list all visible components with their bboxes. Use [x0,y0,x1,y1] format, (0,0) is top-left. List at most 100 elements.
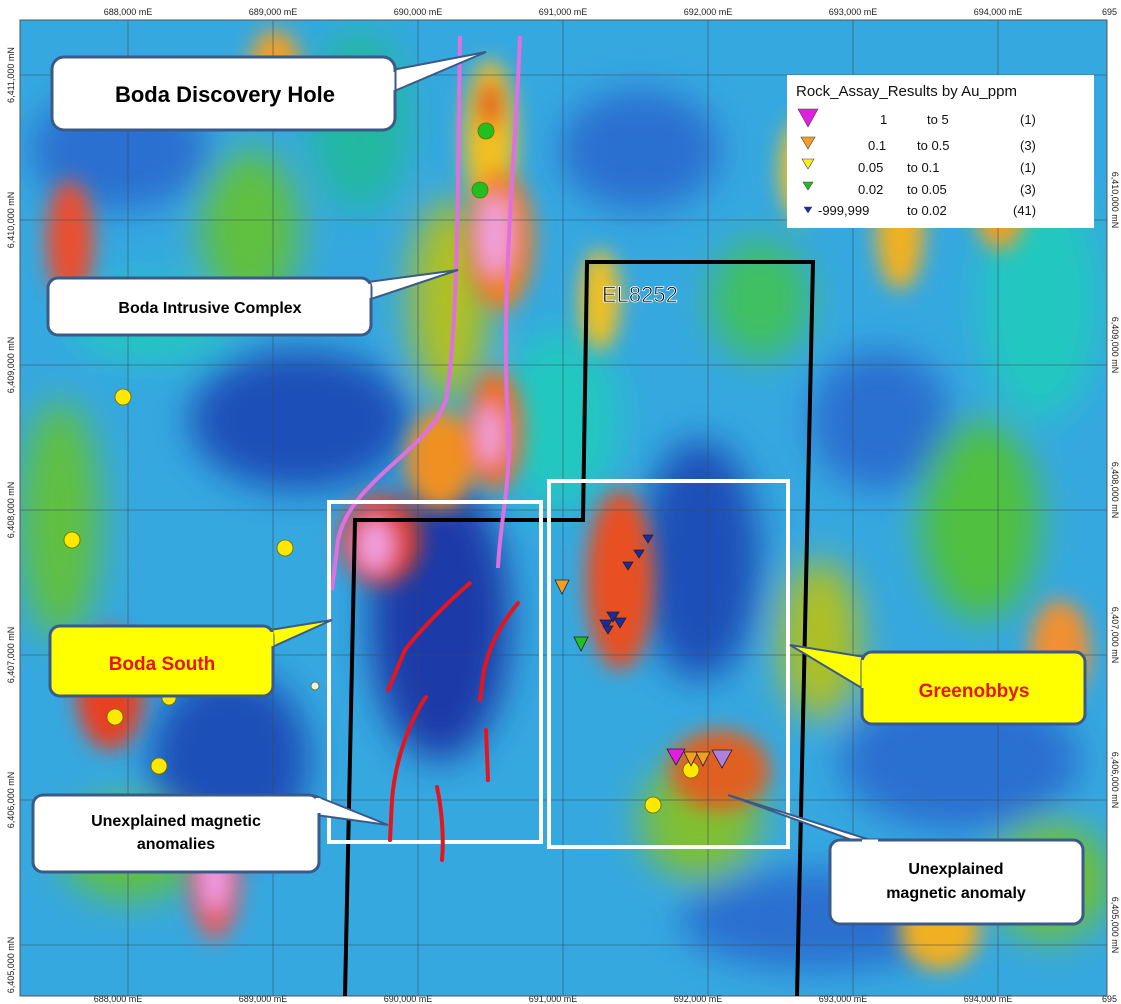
callout-intrusive-complex: Boda Intrusive Complex [46,269,459,337]
yellow-sample-point [276,539,294,557]
anomaly-trace [435,785,445,862]
intrusive-outline-east [496,35,522,569]
intrusive-outline-west [330,35,462,591]
easting-label: 689,000 mE [239,994,288,1004]
northing-label: 6,410,000 mN [6,192,16,249]
callout-label-line2: anomalies [137,836,215,853]
assay-triangle-blue [613,617,627,629]
northing-label: 6,409,000 mN [1110,317,1120,374]
map-frame [19,19,1108,997]
legend-symbol-yellow [801,158,815,170]
callout-magnetic-anomalies: Unexplained magnetic anomalies [31,793,389,874]
legend-range-to: to 0.5 [917,138,950,153]
easting-label: 695 [1102,994,1117,1004]
northing-label: 6,407,000 mN [6,627,16,684]
legend-count: (3) [1020,182,1036,197]
callout-label: Greenobbys [919,681,1030,702]
anomaly-trace [386,581,472,692]
easting-label: 688,000 mE [104,7,153,17]
northing-label: 6,407,000 mN [1110,607,1120,664]
callout-label: Boda South [109,654,216,675]
callout-magnetic-anomaly: Unexplained magnetic anomaly [727,794,1085,926]
assay-triangle-orange [695,751,711,767]
anomaly-trace [484,728,490,782]
assay-triangle-blue [599,619,613,631]
yellow-sample-point [106,708,124,726]
northing-label: 6,405,000 mN [1110,897,1120,954]
legend-symbol-magenta [797,108,819,128]
rock-assay-markers [554,534,733,769]
legend-range-to: to 0.05 [907,182,947,197]
legend-title: Rock_Assay_Results by Au_ppm [796,83,1017,100]
greenobbys-area-box [547,479,790,849]
assay-triangle-blue [642,534,654,544]
easting-label: 691,000 mE [529,994,578,1004]
right-northing-labels: 6,410,000 mN 6,409,000 mN 6,408,000 mN 6… [1110,172,1120,954]
legend-count: (1) [1020,160,1036,175]
yellow-sample-point [114,388,132,406]
assay-triangle-orange [554,579,570,595]
tenement-boundary [343,260,816,997]
legend-symbol-green [802,181,814,191]
anomaly-traces [386,581,520,862]
legend-symbol-blue [803,206,813,214]
easting-label: 694,000 mE [964,994,1013,1004]
legend-range-from: 0.05 [858,160,883,175]
legend-range-from: 1 [880,112,887,127]
anomaly-trace [478,601,520,702]
assay-triangle-blue [602,625,614,635]
easting-label: 690,000 mE [394,7,443,17]
northing-label: 6,411,000 mN [6,47,16,103]
callout-discovery-hole: Boda Discovery Hole [50,51,487,132]
assay-triangle-green [573,636,589,652]
boda-south-area-box [327,500,543,844]
northing-label: 6,408,000 mN [1110,462,1120,519]
easting-label: 695 [1102,7,1117,17]
assay-triangle-blue [633,549,645,559]
yellow-sample-point [150,757,168,775]
legend-range-from: 0.02 [858,182,883,197]
callout-label-line1: Unexplained magnetic [91,813,261,830]
legend-box [787,75,1094,228]
legend-count: (3) [1020,138,1036,153]
callout-label-line2: magnetic anomaly [886,885,1026,902]
yellow-sample-point [63,531,81,549]
legend-count: (41) [1013,203,1036,218]
green-sample-point [477,122,495,140]
easting-label: 694,000 mE [974,7,1023,17]
callout-boda-south: Boda South [48,619,333,698]
legend-count: (1) [1020,112,1036,127]
left-northing-labels: 6,411,000 mN 6,410,000 mN 6,409,000 mN 6… [6,47,16,993]
assay-triangle-magenta [666,748,686,766]
easting-label: 690,000 mE [384,994,433,1004]
northing-label: 6,410,000 mN [1110,172,1120,229]
top-easting-labels: 688,000 mE 689,000 mE 690,000 mE 691,000… [104,7,1117,17]
callout-label: Boda Discovery Hole [115,82,335,107]
legend-range-to: to 0.02 [907,203,947,218]
tenement-label: EL8252 [602,282,678,307]
northing-label: 6,406,000 mN [6,772,16,829]
white-sample-point [310,681,320,691]
easting-label: 692,000 mE [684,7,733,17]
easting-label: 688,000 mE [94,994,143,1004]
northing-label: 6,408,000 mN [6,482,16,539]
easting-label: 691,000 mE [539,7,588,17]
callout-label-line1: Unexplained [908,861,1003,878]
legend-range-to: to 5 [927,112,949,127]
northing-label: 6,406,000 mN [1110,752,1120,809]
yellow-sample-point [644,796,662,814]
legend-range-from: -999,999 [818,203,869,218]
callout-label: Boda Intrusive Complex [118,300,301,317]
assay-triangle-purple [711,749,733,769]
easting-label: 689,000 mE [249,7,298,17]
assay-triangle-blue [606,611,620,623]
bottom-easting-labels: 688,000 mE 689,000 mE 690,000 mE 691,000… [94,994,1117,1004]
northing-label: 6,409,000 mN [6,337,16,394]
legend-range-from: 0.1 [868,138,886,153]
legend: Rock_Assay_Results by Au_ppm 1 to 5 (1) … [787,75,1094,228]
easting-label: 693,000 mE [829,7,878,17]
northing-label: 6,405,000 mN [6,937,16,994]
assay-triangle-orange [683,751,699,767]
anomaly-trace [388,695,428,842]
